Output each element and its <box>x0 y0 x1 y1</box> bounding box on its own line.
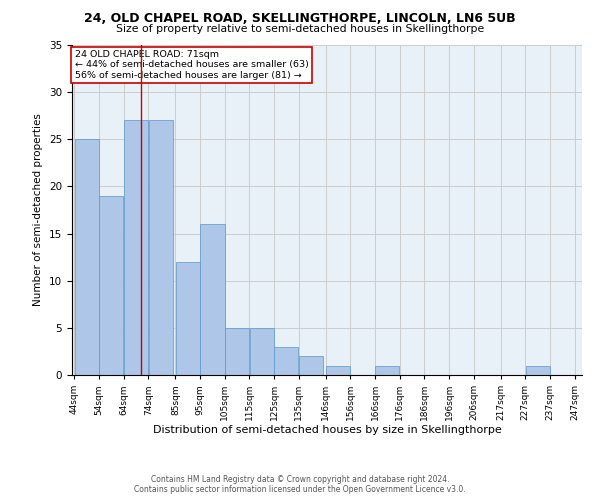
Bar <box>124 120 148 375</box>
Bar <box>326 366 350 375</box>
Text: Size of property relative to semi-detached houses in Skellingthorpe: Size of property relative to semi-detach… <box>116 24 484 34</box>
Bar <box>526 366 550 375</box>
Bar <box>75 140 99 375</box>
Bar <box>250 328 274 375</box>
Text: 24, OLD CHAPEL ROAD, SKELLINGTHORPE, LINCOLN, LN6 5UB: 24, OLD CHAPEL ROAD, SKELLINGTHORPE, LIN… <box>84 12 516 26</box>
Bar <box>100 196 124 375</box>
Bar <box>299 356 323 375</box>
X-axis label: Distribution of semi-detached houses by size in Skellingthorpe: Distribution of semi-detached houses by … <box>152 424 502 434</box>
Text: Contains HM Land Registry data © Crown copyright and database right 2024.
Contai: Contains HM Land Registry data © Crown c… <box>134 474 466 494</box>
Bar <box>149 120 173 375</box>
Bar <box>375 366 400 375</box>
Bar <box>225 328 249 375</box>
Y-axis label: Number of semi-detached properties: Number of semi-detached properties <box>34 114 43 306</box>
Bar <box>176 262 200 375</box>
Bar <box>274 346 298 375</box>
Bar <box>200 224 224 375</box>
Text: 24 OLD CHAPEL ROAD: 71sqm
← 44% of semi-detached houses are smaller (63)
56% of : 24 OLD CHAPEL ROAD: 71sqm ← 44% of semi-… <box>74 50 308 80</box>
